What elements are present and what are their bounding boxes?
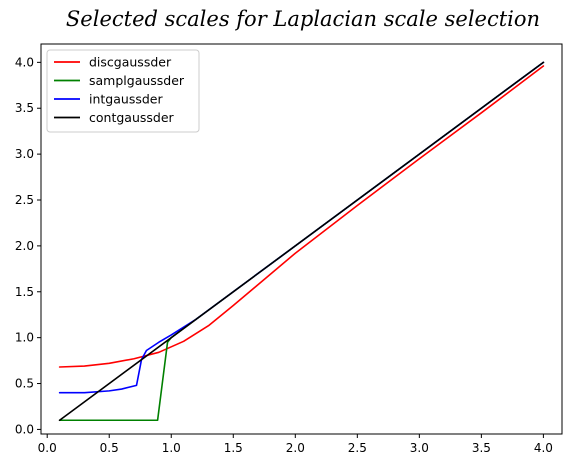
series-line-contgaussder: [58, 61, 545, 422]
y-tick-label: 2.0: [15, 239, 34, 253]
y-tick-label: 4.0: [15, 55, 34, 69]
legend-box: [46, 49, 200, 133]
legend-label: samplgaussder: [89, 73, 185, 88]
x-tick-label: 0.5: [100, 441, 119, 455]
y-tick-label: 0.0: [15, 422, 34, 436]
y-axis: 0.0 0.5 1.0 1.5 2.0 2.5 3.0 3.5 4.0: [15, 55, 41, 436]
y-tick-label: 1.0: [15, 331, 34, 345]
x-tick-label: 2.0: [286, 441, 305, 455]
x-tick-label: 0.0: [38, 441, 57, 455]
y-tick-label: 0.5: [15, 377, 34, 391]
x-tick-label: 3.0: [410, 441, 429, 455]
y-tick-label: 3.0: [15, 147, 34, 161]
legend: discgaussder samplgaussder intgaussder cont…: [46, 49, 200, 133]
x-axis: 0.0 0.5 1.0 1.5 2.0 2.5 3.0 3.5 4.0: [38, 434, 553, 455]
x-tick-label: 2.5: [348, 441, 367, 455]
x-tick-label: 1.0: [162, 441, 181, 455]
y-tick-label: 3.5: [15, 101, 34, 115]
x-tick-label: 1.5: [224, 441, 243, 455]
series-line-discgaussder: [58, 65, 545, 368]
legend-label: intgaussder: [89, 92, 163, 107]
chart-title: Selected scales for Laplacian scale sele…: [66, 7, 540, 31]
legend-label: discgaussder: [89, 55, 172, 70]
series-lines: [58, 61, 545, 422]
legend-label: contgaussder: [89, 110, 175, 125]
y-tick-label: 1.5: [15, 285, 34, 299]
x-tick-label: 4.0: [534, 441, 553, 455]
y-tick-label: 2.5: [15, 193, 34, 207]
x-tick-label: 3.5: [472, 441, 491, 455]
